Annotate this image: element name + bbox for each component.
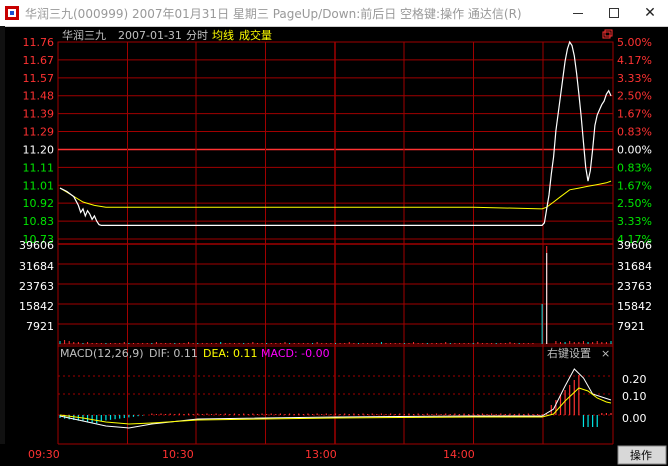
vol-tick-r-15842: 15842 bbox=[617, 300, 652, 313]
macd-tick-020: 0.20 bbox=[622, 373, 647, 386]
dea-line bbox=[59, 387, 612, 425]
vol-tick-r-39606: 39606 bbox=[617, 239, 652, 252]
percent-axis: 5.00% 4.17% 3.33% 2.50% 1.67% 0.83% 0.00% 0.83%… bbox=[617, 36, 652, 246]
macd-tick-000: 0.00 bbox=[622, 412, 647, 425]
avg-price-line bbox=[59, 180, 612, 210]
avg-line-label: 均线 bbox=[212, 28, 234, 42]
time-axis-bar bbox=[0, 444, 668, 466]
macd-axis: 0.20 0.10 0.00 bbox=[622, 373, 647, 425]
percent-tick: 2.50% bbox=[617, 90, 652, 103]
close-button[interactable]: ✕ bbox=[632, 0, 668, 26]
macd-dea: DEA: 0.11 bbox=[203, 347, 257, 360]
percent-tick: 4.17% bbox=[617, 233, 652, 246]
chart-mode: 分时 bbox=[186, 29, 208, 42]
price-tick: 11.67 bbox=[23, 54, 55, 67]
percent-tick: 0.00% bbox=[617, 143, 652, 156]
restore-icon[interactable] bbox=[602, 29, 613, 39]
vol-tick-r-31684: 31684 bbox=[617, 260, 652, 273]
time-1400: 14:00 bbox=[443, 448, 475, 461]
vol-tick-r-7921: 7921 bbox=[617, 320, 645, 333]
macd-close-icon[interactable]: × bbox=[601, 347, 610, 360]
maximize-icon bbox=[609, 8, 619, 18]
percent-tick: 3.33% bbox=[617, 215, 652, 228]
percent-tick: 0.83% bbox=[617, 161, 652, 174]
macd-tick-010: 0.10 bbox=[622, 390, 647, 403]
operate-button[interactable] bbox=[617, 445, 667, 465]
price-tick: 10.92 bbox=[23, 197, 55, 210]
percent-tick: 1.67% bbox=[617, 179, 652, 192]
volume-bars bbox=[59, 246, 612, 344]
chart-grid bbox=[58, 41, 613, 444]
time-0930: 09:30 bbox=[28, 448, 60, 461]
macd-name: MACD(12,26,9) bbox=[60, 347, 144, 360]
percent-tick: 5.00% bbox=[617, 36, 652, 49]
price-axis: 11.76 11.67 11.57 11.48 11.39 11.29 11.20 11.11… bbox=[23, 36, 55, 246]
volume-axis: 39606 31684 23763 15842 7921 39606 31684… bbox=[19, 239, 652, 333]
minimize-icon bbox=[573, 13, 583, 14]
vol-tick-31684: 31684 bbox=[19, 260, 54, 273]
operate-button-label[interactable]: 操作 bbox=[630, 448, 652, 462]
window-title: 华润三九(000999) 2007年01月31日 星期三 PageUp/Down… bbox=[25, 7, 522, 21]
left-side-strip bbox=[0, 26, 5, 466]
price-tick: 11.76 bbox=[23, 36, 55, 49]
macd-dif: DIF: 0.11 bbox=[149, 347, 198, 360]
dif-line bbox=[59, 368, 612, 429]
percent-tick: 1.67% bbox=[617, 108, 652, 121]
price-tick: 11.48 bbox=[23, 90, 55, 103]
minimize-button[interactable] bbox=[560, 0, 596, 26]
vol-tick-15842: 15842 bbox=[19, 300, 54, 313]
price-tick: 10.73 bbox=[23, 233, 55, 246]
vol-tick-r-23763: 23763 bbox=[617, 280, 652, 293]
vol-tick-39606: 39606 bbox=[19, 239, 54, 252]
price-line bbox=[59, 40, 612, 226]
stock-name: 华润三九 bbox=[62, 28, 106, 42]
app-icon bbox=[5, 6, 19, 20]
vol-tick-23763: 23763 bbox=[19, 280, 54, 293]
volume-label: 成交量 bbox=[239, 28, 272, 42]
percent-tick: 0.83% bbox=[617, 126, 652, 139]
vol-tick-7921: 7921 bbox=[26, 320, 54, 333]
percent-tick: 3.33% bbox=[617, 72, 652, 85]
price-tick: 11.39 bbox=[23, 108, 55, 121]
price-tick: 11.57 bbox=[23, 72, 55, 85]
maximize-button[interactable] bbox=[596, 0, 632, 26]
time-1030: 10:30 bbox=[162, 448, 194, 461]
macd-value: MACD: -0.00 bbox=[261, 347, 330, 360]
price-tick: 11.20 bbox=[23, 143, 55, 156]
price-tick: 10.83 bbox=[23, 215, 55, 228]
price-tick: 11.29 bbox=[23, 126, 55, 139]
macd-bars bbox=[59, 375, 612, 427]
percent-tick: 4.17% bbox=[617, 54, 652, 67]
title-bar[interactable]: 华润三九(000999) 2007年01月31日 星期三 PageUp/Down… bbox=[0, 0, 668, 27]
price-tick: 11.01 bbox=[23, 179, 55, 192]
settings-link[interactable]: 右键设置 bbox=[547, 346, 591, 360]
price-tick: 11.11 bbox=[23, 161, 55, 174]
intraday-chart[interactable]: 华润三九 2007-01-31 分时 均线 成交量 11.76 11.67 11.5… bbox=[0, 26, 668, 466]
percent-tick: 2.50% bbox=[617, 197, 652, 210]
time-1300: 13:00 bbox=[305, 448, 337, 461]
chart-date: 2007-01-31 bbox=[118, 29, 182, 42]
close-icon: ✕ bbox=[644, 5, 656, 21]
